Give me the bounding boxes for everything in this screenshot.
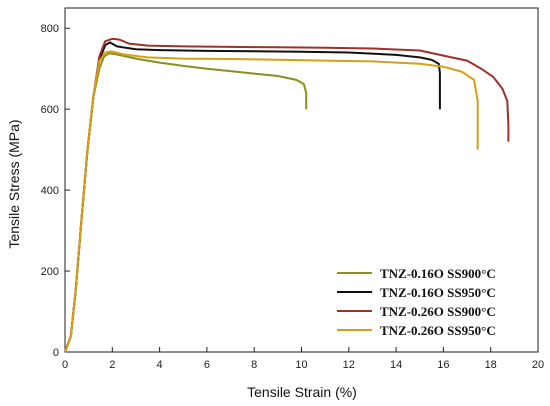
x-tick-label: 16 [437,359,449,371]
y-axis-title: Tensile Stress (MPa) [6,119,22,248]
x-tick-label: 6 [204,359,210,371]
series-group [64,37,510,353]
x-tick-label: 10 [295,359,307,371]
x-tick-label: 0 [62,359,68,371]
x-tick-label: 20 [532,359,544,371]
x-tick-label: 8 [251,359,257,371]
y-tick-label: 800 [41,23,59,35]
x-tick-label: 18 [485,359,497,371]
series-line-1 [64,52,308,353]
legend-label-2: TNZ-0.16O SS950°C [380,285,496,300]
legend-label-4: TNZ-0.26O SS950°C [380,323,496,338]
x-tick-label: 4 [157,359,163,371]
x-axis-title: Tensile Strain (%) [247,384,357,400]
y-tick-label: 0 [53,347,59,359]
y-tick-label: 200 [41,266,59,278]
x-tick-label: 12 [343,359,355,371]
legend-label-1: TNZ-0.16O SS900°C [380,266,496,281]
legend-label-3: TNZ-0.26O SS900°C [380,304,496,319]
x-tick-label: 14 [390,359,402,371]
y-tick-label: 600 [41,104,59,116]
series-line-4 [64,50,479,353]
x-tick-label: 2 [109,359,115,371]
y-tick-label: 400 [41,185,59,197]
legend: TNZ-0.16O SS900°C TNZ-0.16O SS950°C TNZ-0.… [337,266,496,338]
